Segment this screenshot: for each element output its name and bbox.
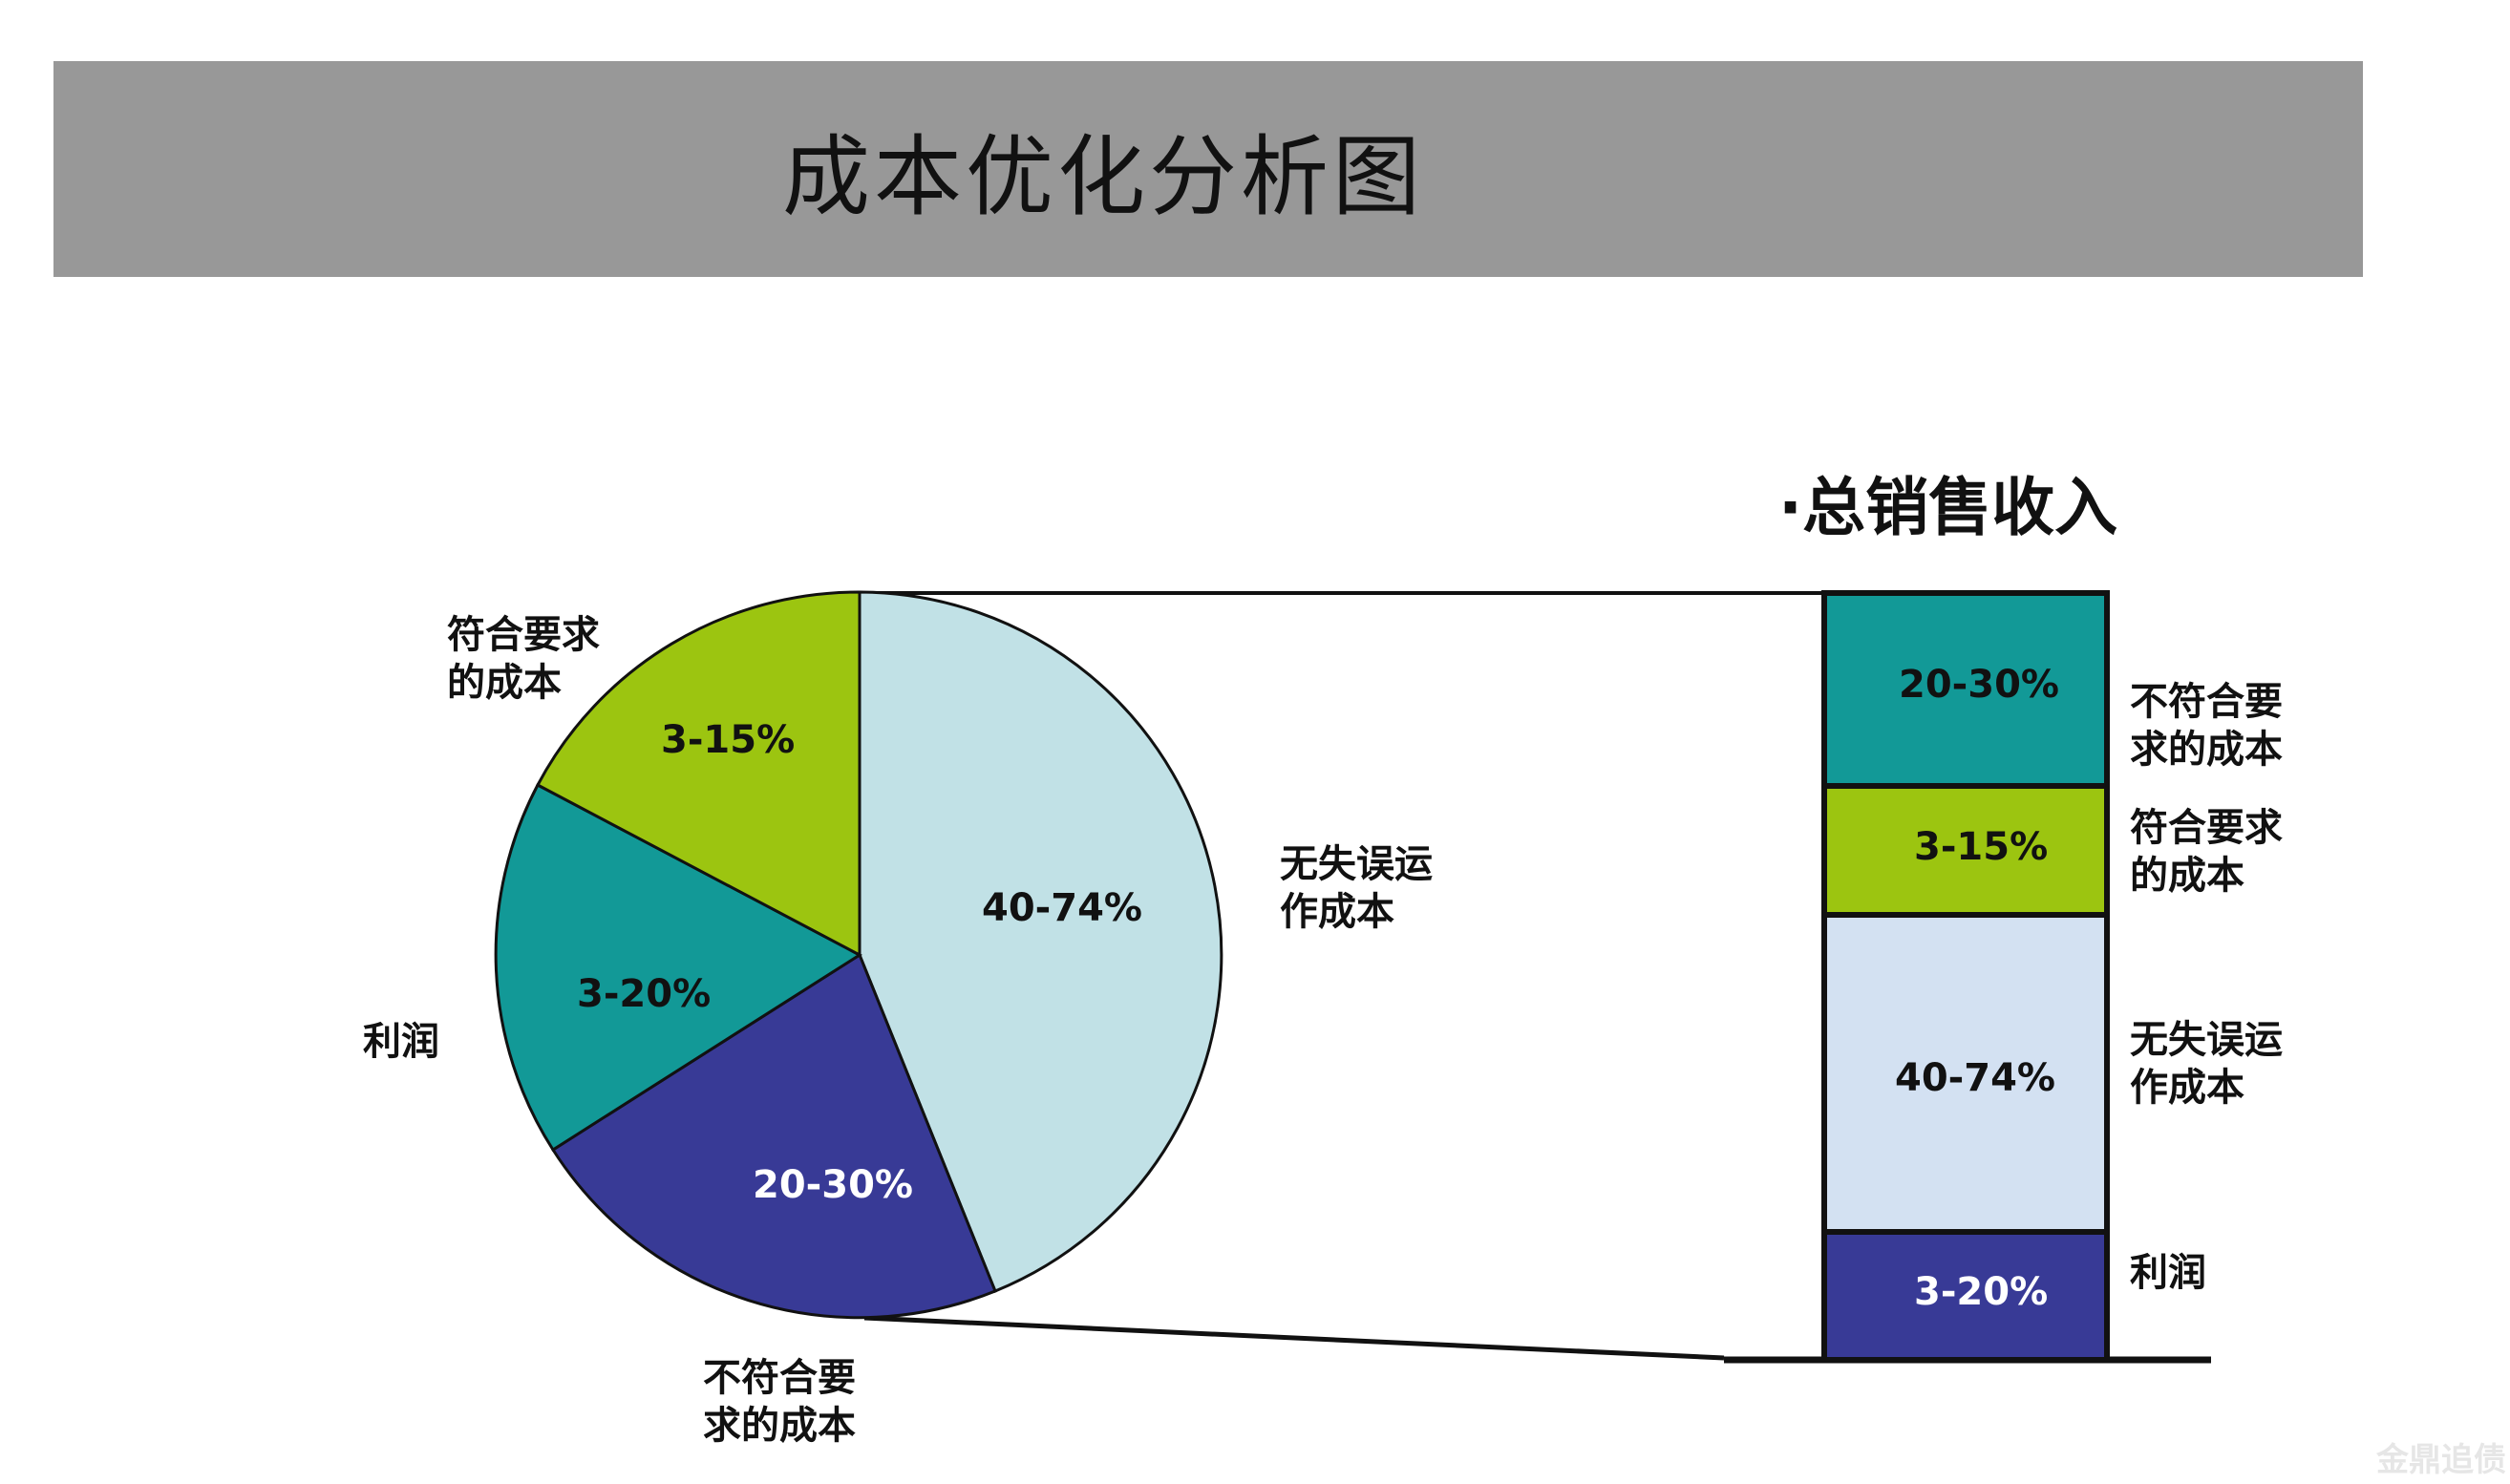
pie-label-nonconforming: 20-30% xyxy=(753,1163,914,1207)
pie-label-profit: 3-20% xyxy=(577,972,712,1016)
pie-category-profit: 利润 xyxy=(363,1020,439,1064)
pie-slice-nonconforming xyxy=(550,952,997,1320)
connector-bottom-line xyxy=(863,1315,1725,1361)
bar-segment-nonconforming xyxy=(1821,590,2110,789)
bar-label-profit: 3-20% xyxy=(1914,1270,2049,1314)
bar-label-conforming: 3-15% xyxy=(1914,825,2049,869)
pie-label-conforming: 3-15% xyxy=(661,718,796,762)
bar-label-nonconforming: 20-30% xyxy=(1899,663,2060,707)
bar-category-nonconforming: 不符合要 求的成本 xyxy=(2130,680,2283,772)
stacked-bar xyxy=(1821,590,2110,1363)
pie-chart xyxy=(494,590,1223,1320)
page-title: 成本优化分析图 xyxy=(781,125,1424,228)
bar-label-error-free: 40-74% xyxy=(1895,1056,2056,1100)
bar-title: ·总销售收入 xyxy=(1778,471,2118,544)
pie-category-nonconforming: 不符合要 求的成本 xyxy=(703,1356,856,1448)
watermark: 金鼎追债 xyxy=(2376,1441,2506,1479)
bar-segment-conforming xyxy=(1821,783,2110,918)
title-banner: 成本优化分析图 xyxy=(53,61,2363,277)
pie-slice-error-free xyxy=(858,590,1223,1293)
bar-segment-profit xyxy=(1821,1229,2110,1363)
pie-slice-profit xyxy=(494,782,862,1153)
pie-category-error-free: 无失误运 作成本 xyxy=(1280,842,1433,934)
bar-category-conforming: 符合要求 的成本 xyxy=(2130,806,2283,898)
bar-category-error-free: 无失误运 作成本 xyxy=(2130,1018,2283,1110)
pie-slice-conforming xyxy=(535,590,861,958)
pie-category-conforming: 符合要求 的成本 xyxy=(447,613,600,705)
bar-segment-error-free xyxy=(1821,912,2110,1235)
bar-category-profit: 利润 xyxy=(2130,1251,2206,1295)
pie-label-error-free: 40-74% xyxy=(982,886,1143,930)
